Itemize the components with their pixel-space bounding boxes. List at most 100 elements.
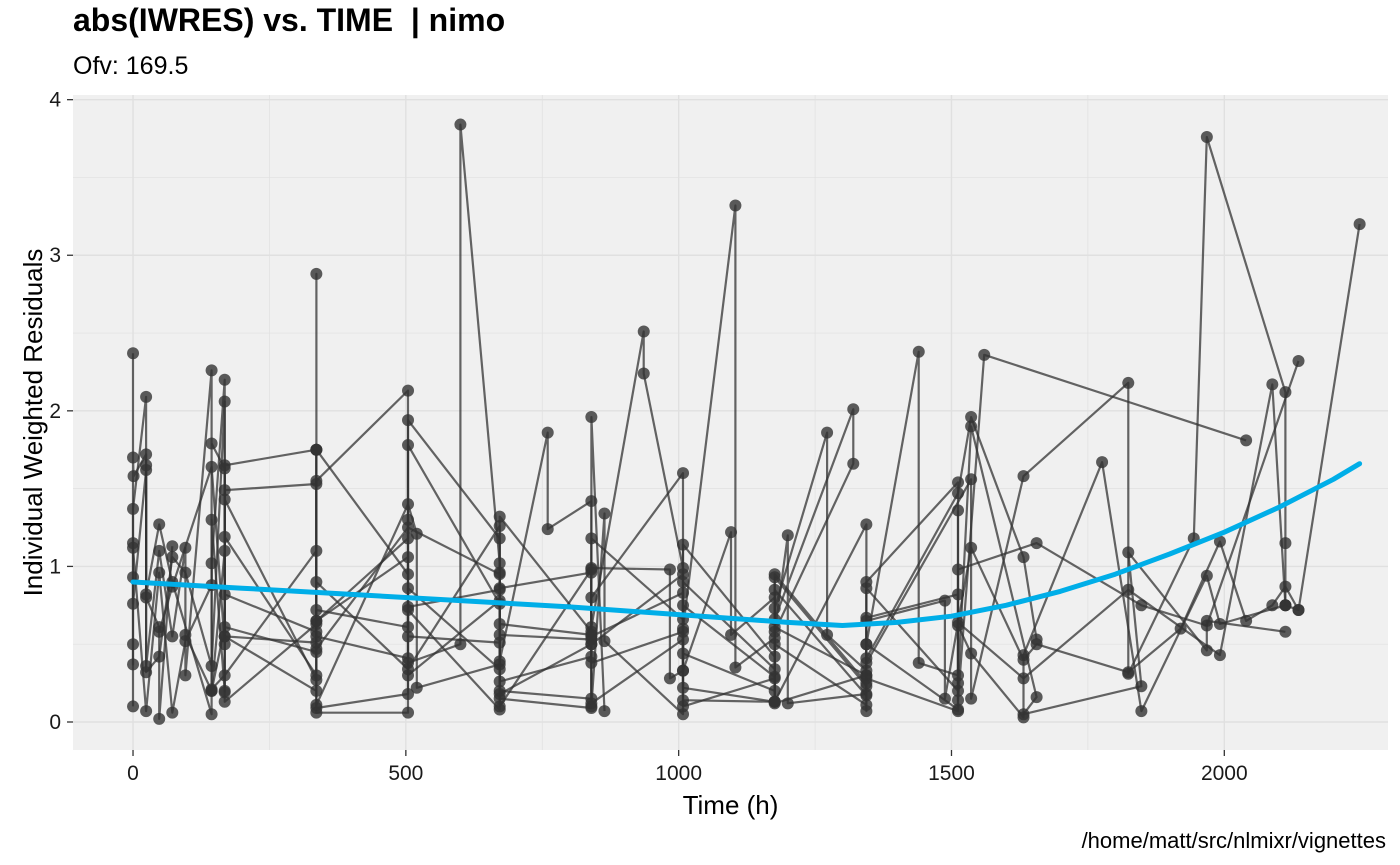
data-point: [153, 625, 166, 638]
data-point: [402, 532, 415, 545]
data-point: [1122, 376, 1135, 389]
data-point: [677, 694, 690, 707]
data-point: [1213, 649, 1226, 662]
data-point: [179, 669, 192, 682]
data-point: [965, 541, 978, 554]
x-tick-label: 500: [388, 762, 423, 785]
data-point: [1017, 470, 1030, 483]
series-line: [315, 223, 1361, 700]
data-point: [166, 706, 179, 719]
y-tick-label: 1: [49, 555, 61, 578]
data-point: [153, 566, 166, 579]
chart-title: abs(IWRES) vs. TIME | nimo: [73, 2, 506, 38]
data-point: [1240, 434, 1253, 447]
y-tick-label: 0: [49, 711, 61, 734]
data-point: [965, 411, 978, 424]
data-point: [205, 460, 218, 473]
x-tick-label: 1500: [928, 762, 975, 785]
data-point: [677, 467, 690, 480]
data-point: [1017, 551, 1030, 564]
data-point: [598, 507, 611, 520]
data-point: [585, 495, 598, 508]
data-point: [860, 575, 873, 588]
data-point: [310, 673, 323, 686]
data-point: [402, 414, 415, 427]
data-point: [938, 692, 951, 705]
data-point: [493, 617, 506, 630]
data-point: [1266, 599, 1279, 612]
axes: 0 1 2 3 4 0 500 1000 1500 2000: [49, 89, 1247, 785]
data-point: [493, 687, 506, 700]
data-point: [1122, 666, 1135, 679]
data-point: [729, 661, 742, 674]
chart-subtitle: Ofv: 169.5: [73, 52, 189, 80]
data-point: [637, 325, 650, 338]
data-point: [781, 697, 794, 710]
data-point: [952, 476, 965, 489]
data-point: [1353, 218, 1366, 231]
data-point: [585, 692, 598, 705]
data-point: [1279, 599, 1292, 612]
data-point: [1135, 705, 1148, 718]
data-point: [218, 493, 231, 506]
data-point: [166, 551, 179, 564]
data-point: [179, 628, 192, 641]
data-point: [860, 705, 873, 718]
data-point: [493, 532, 506, 545]
data-point: [127, 347, 140, 360]
data-point: [153, 712, 166, 725]
data-point: [127, 502, 140, 515]
x-tick-label: 0: [127, 762, 139, 785]
data-point: [598, 705, 611, 718]
data-point: [677, 561, 690, 574]
data-point: [585, 628, 598, 641]
data-point: [1030, 691, 1043, 704]
data-point: [1096, 456, 1109, 469]
data-point: [179, 566, 192, 579]
data-point: [1030, 638, 1043, 651]
data-point: [1122, 583, 1135, 596]
data-point: [965, 420, 978, 433]
data-point: [218, 630, 231, 643]
data-point: [952, 563, 965, 576]
data-point: [402, 669, 415, 682]
data-point: [637, 367, 650, 380]
data-point: [1213, 617, 1226, 630]
chart-caption: /home/matt/src/nlmixr/vignettes: [1081, 828, 1386, 853]
data-point: [912, 345, 925, 358]
data-point: [912, 656, 925, 669]
data-point: [1266, 378, 1279, 391]
data-point: [860, 518, 873, 531]
data-point: [768, 663, 781, 676]
data-point: [402, 706, 415, 719]
data-point: [140, 705, 153, 718]
data-point: [153, 650, 166, 663]
data-point: [821, 426, 834, 439]
data-point: [493, 510, 506, 523]
data-point: [205, 437, 218, 450]
data-point: [310, 698, 323, 711]
data-point: [218, 686, 231, 699]
data-point: [1017, 711, 1030, 724]
data-point: [1213, 535, 1226, 548]
y-tick-label: 4: [49, 89, 61, 112]
data-point: [541, 426, 554, 439]
data-point: [821, 628, 834, 641]
data-point: [978, 348, 991, 361]
data-point: [140, 666, 153, 679]
data-point: [965, 473, 978, 486]
data-point: [1200, 131, 1213, 144]
data-point: [127, 451, 140, 464]
data-point: [127, 541, 140, 554]
data-point: [205, 708, 218, 721]
data-point: [410, 681, 423, 694]
data-point: [218, 669, 231, 682]
data-point: [1240, 614, 1253, 627]
data-point: [585, 411, 598, 424]
data-point: [847, 457, 860, 470]
data-point: [127, 700, 140, 713]
data-point: [965, 692, 978, 705]
data-point: [677, 664, 690, 677]
data-point: [166, 630, 179, 643]
data-point: [725, 526, 738, 539]
